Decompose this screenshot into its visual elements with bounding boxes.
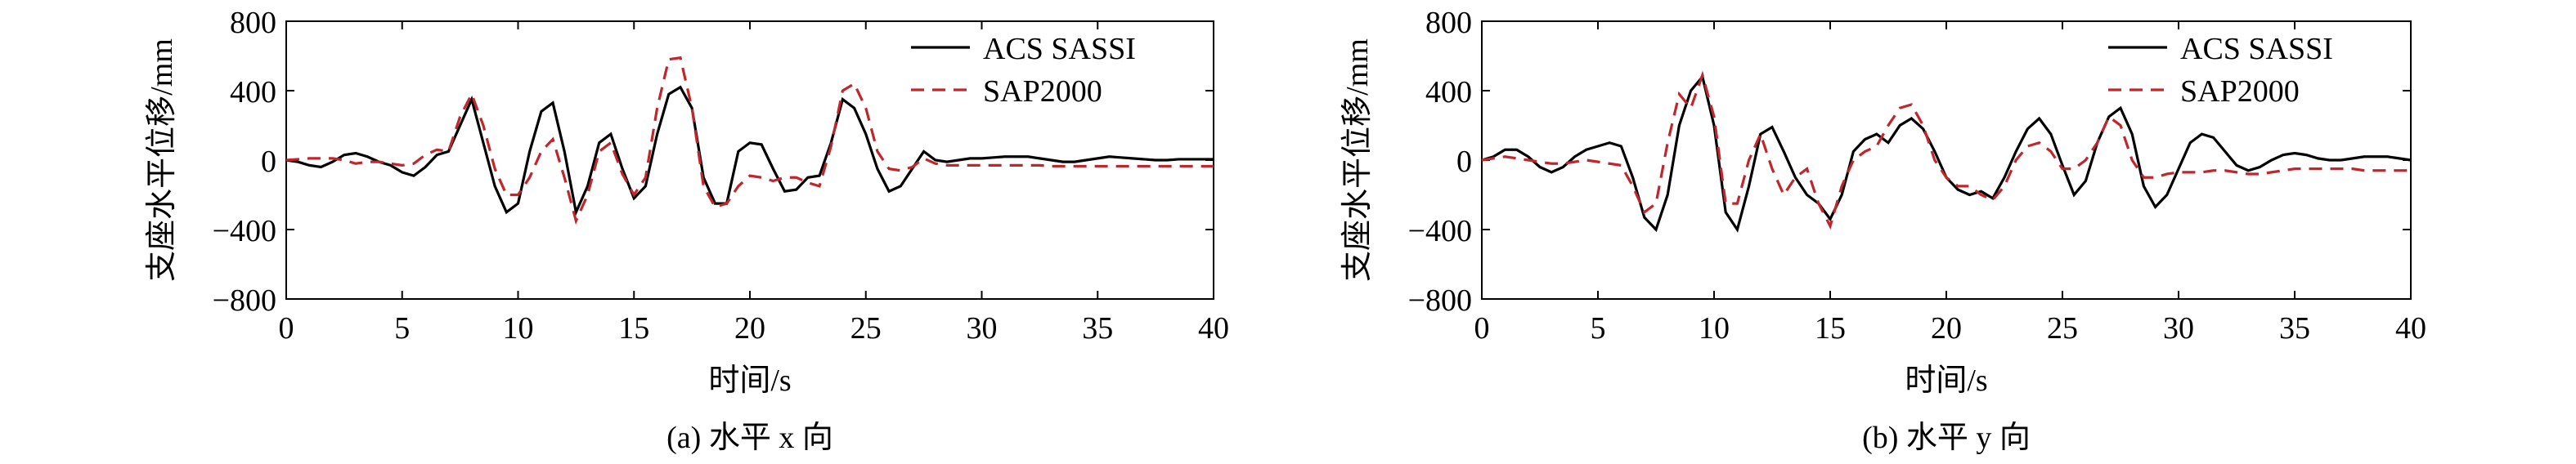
x-tick-label: 40 [2395,311,2426,346]
y-tick-label: 400 [230,75,276,109]
y-axis-label: 支座水平位移/mm [1340,38,1375,282]
x-tick-label: 25 [2047,311,2078,346]
x-tick-label: 35 [1082,311,1113,346]
x-tick-label: 10 [503,311,534,346]
legend-label: ACS SASSI [983,32,1136,66]
y-tick-label: −800 [213,283,276,318]
legend-label: SAP2000 [983,74,1102,109]
y-tick-label: −400 [1408,214,1472,248]
x-tick-label: 10 [1699,311,1730,346]
x-tick-label: 0 [1474,311,1490,346]
series-line [285,56,1214,225]
x-tick-label: 5 [1591,311,1606,346]
chart: 0 5 10 15 20 25 30 35 40 −800 −400 0 400 800 ACS SASSI… [1340,6,2426,455]
x-tick-label: 40 [1198,311,1229,346]
y-axis-label: 支座水平位移/mm [145,38,179,282]
x-tick-label: 20 [1931,311,1962,346]
x-axis-label: 时间/s [708,364,791,398]
legend-label: ACS SASSI [2180,32,2333,66]
x-tick-label: 15 [618,311,649,346]
y-tick-label: 800 [1425,6,1472,40]
caption: (a) 水平 x 向 [666,421,833,455]
series-line [1481,70,2411,230]
x-tick-label: 35 [2279,311,2310,346]
y-tick-label: 0 [261,145,276,179]
x-tick-label: 30 [967,311,998,346]
x-axis-label: 时间/s [1905,364,1987,398]
x-tick-label: 15 [1815,311,1846,346]
y-tick-label: 400 [1425,75,1472,109]
y-tick-label: 800 [230,6,276,40]
x-tick-label: 5 [394,311,410,346]
series-line [285,85,1214,217]
caption: (b) 水平 y 向 [1862,421,2031,455]
x-tick-label: 20 [734,311,765,346]
legend-label: SAP2000 [2180,74,2300,109]
y-tick-label: −400 [213,214,276,248]
x-tick-label: 0 [279,311,294,346]
y-tick-label: −800 [1408,283,1472,318]
chart: 0 5 10 15 20 25 30 35 40 −800 −400 0 400 800 ACS SASSI… [145,6,1229,455]
x-tick-label: 25 [850,311,882,346]
x-tick-label: 30 [2163,311,2194,346]
y-tick-label: 0 [1456,145,1472,179]
